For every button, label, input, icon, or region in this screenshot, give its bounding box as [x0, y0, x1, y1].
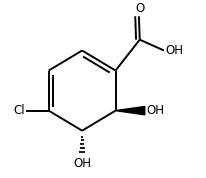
- Text: O: O: [135, 2, 144, 15]
- Text: Cl: Cl: [14, 104, 25, 117]
- Text: OH: OH: [146, 104, 164, 117]
- Text: OH: OH: [73, 157, 91, 170]
- Text: OH: OH: [166, 44, 184, 57]
- Polygon shape: [116, 106, 145, 115]
